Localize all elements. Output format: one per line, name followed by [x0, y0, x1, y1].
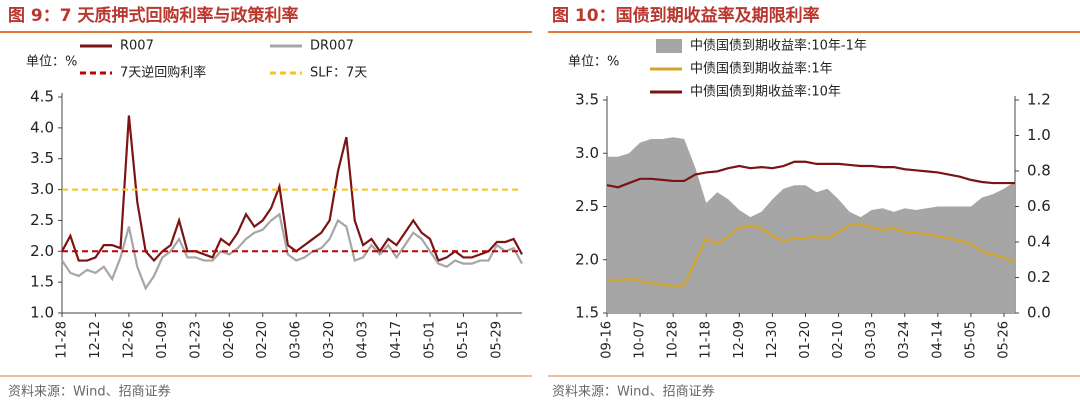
x-tick-label: 03-03	[864, 321, 879, 359]
y-tick-label: 3.0	[30, 180, 54, 198]
y2-tick-label: 1.0	[1027, 126, 1051, 144]
source-note: 资料来源：Wind、招商证券	[552, 384, 715, 400]
y-tick-label: 2.0	[575, 250, 599, 268]
y-tick-label: 1.0	[30, 304, 54, 322]
x-tick-label: 11-28	[55, 321, 70, 359]
x-tick-label: 05-01	[423, 321, 438, 359]
y2-tick-label: 0.6	[1027, 197, 1051, 215]
y-tick-label: 3.5	[575, 91, 599, 109]
x-tick-label: 05-05	[963, 321, 978, 359]
x-tick-label: 12-12	[88, 321, 103, 359]
source-note: 资料来源：Wind、招商证券	[8, 384, 171, 400]
x-tick-label: 01-09	[155, 321, 170, 359]
x-tick-label: 04-03	[356, 321, 371, 359]
x-tick-label: 12-30	[765, 321, 780, 359]
y-tick-label: 3.0	[575, 144, 599, 162]
chart-title: 图 10：国债到期收益率及期限利率	[552, 5, 820, 26]
y2-tick-label: 0.2	[1027, 268, 1051, 286]
x-tick-label: 02-20	[255, 321, 270, 359]
legend-label: 中债国债到期收益率:1年	[690, 61, 833, 77]
legend-label: 中债国债到期收益率:10年-1年	[690, 38, 867, 54]
x-tick-label: 05-26	[996, 321, 1011, 359]
y-tick-label: 2.0	[30, 242, 54, 260]
x-tick-label: 11-18	[699, 321, 714, 359]
x-tick-label: 10-07	[633, 321, 648, 359]
x-tick-label: 02-10	[831, 321, 846, 359]
legend-label: DR007	[310, 39, 354, 54]
y2-tick-label: 1.2	[1027, 91, 1051, 109]
x-tick-label: 03-20	[322, 321, 337, 359]
y2-tick-label: 0.0	[1027, 304, 1051, 322]
y-tick-label: 4.0	[30, 118, 54, 136]
legend-label: R007	[120, 39, 154, 54]
y2-tick-label: 0.8	[1027, 162, 1051, 180]
line	[606, 222, 1016, 288]
legend-swatch	[656, 39, 682, 53]
legend-label: 7天逆回购利率	[120, 65, 206, 81]
unit-label: 单位：%	[26, 55, 77, 70]
line	[606, 160, 1015, 189]
legend-label: 中债国债到期收益率:10年	[690, 84, 841, 100]
x-tick-label: 03-24	[897, 321, 912, 359]
x-tick-label: 10-28	[666, 321, 681, 359]
y-tick-label: 2.5	[30, 211, 54, 229]
line	[61, 115, 523, 263]
unit-label: 单位：%	[568, 55, 619, 70]
x-tick-label: 03-06	[289, 321, 304, 359]
y-tick-label: 4.5	[30, 88, 54, 106]
y2-tick-label: 0.4	[1027, 233, 1051, 251]
x-tick-label: 04-17	[389, 321, 404, 359]
y-tick-label: 3.5	[30, 149, 54, 167]
y-tick-label: 1.5	[30, 273, 54, 291]
legend-label: SLF：7天	[310, 66, 367, 81]
x-tick-label: 12-26	[121, 321, 136, 359]
y-tick-label: 1.5	[575, 304, 599, 322]
area	[607, 137, 1015, 313]
x-tick-label: 04-14	[930, 321, 945, 359]
x-tick-label: 09-16	[600, 321, 615, 359]
x-tick-label: 01-23	[188, 321, 203, 359]
line	[61, 212, 523, 291]
x-tick-label: 05-15	[456, 321, 471, 359]
x-tick-label: 12-09	[732, 321, 747, 359]
x-tick-label: 02-06	[222, 321, 237, 359]
x-tick-label: 01-20	[798, 321, 813, 359]
x-tick-label: 05-29	[489, 321, 504, 359]
y-tick-label: 2.5	[575, 197, 599, 215]
chart-title: 图 9：7 天质押式回购利率与政策利率	[8, 5, 299, 26]
